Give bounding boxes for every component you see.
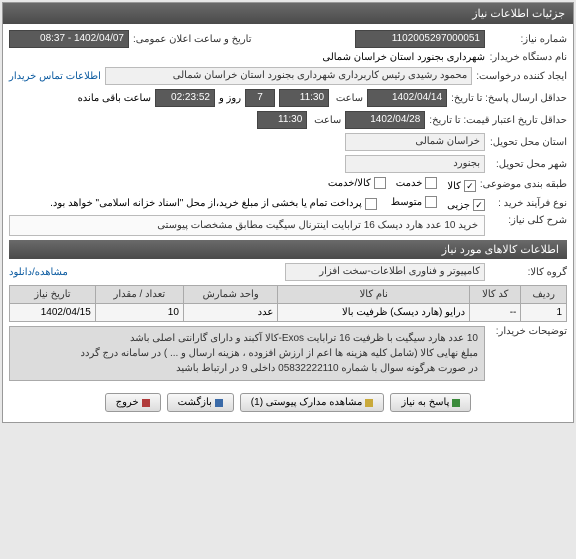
checkbox-icon xyxy=(425,177,437,189)
validity-time: 11:30 xyxy=(257,111,307,129)
checkbox-icon xyxy=(425,196,437,208)
partial-pay-check[interactable]: پرداخت تمام یا بخشی از مبلغ خرید،از محل … xyxy=(50,198,377,210)
remain-label: ساعت باقی مانده xyxy=(78,93,151,104)
plus-icon xyxy=(452,399,460,407)
form-body: شماره نیاز: 1102005297000051 تاریخ و ساع… xyxy=(3,24,573,422)
table-row[interactable]: 1--درایو (هارد دیسک) ظرفیت بالاعدد101402… xyxy=(10,304,567,322)
checkbox-label: جزیی xyxy=(447,200,470,211)
checkbox-label: کالا/خدمت xyxy=(328,178,371,189)
deadline-label: حداقل ارسال پاسخ: تا تاریخ: xyxy=(451,93,567,104)
contact-link[interactable]: اطلاعات تماس خریدار xyxy=(9,71,101,82)
need-no-label: شماره نیاز: xyxy=(489,34,567,45)
table-header-cell: نام کالا xyxy=(278,286,470,304)
category-group: ✓کالا خدمت کالا/خدمت xyxy=(318,177,476,192)
city-label: شهر محل تحویل: xyxy=(489,159,567,170)
checkbox-option[interactable]: کالا/خدمت xyxy=(328,177,386,189)
checkbox-label: کالا xyxy=(447,181,461,192)
subject-label: طبقه بندی موضوعی: xyxy=(480,179,567,190)
deadline-time: 11:30 xyxy=(279,89,329,107)
table-header-row: ردیفکد کالانام کالاواحد شمارشتعداد / مقد… xyxy=(10,286,567,304)
table-cell: 1402/04/15 xyxy=(10,304,96,322)
table-cell: 1 xyxy=(521,304,567,322)
checkbox-option[interactable]: ✓کالا xyxy=(447,180,476,192)
group-label: گروه کالا: xyxy=(489,267,567,278)
city-value: بجنورد xyxy=(345,155,485,173)
province-value: خراسان شمالی xyxy=(345,133,485,151)
requester-label: ایجاد کننده درخواست: xyxy=(476,71,567,82)
announce-label: تاریخ و ساعت اعلان عمومی: xyxy=(133,34,252,45)
checkbox-label: خدمت xyxy=(396,178,423,189)
back-button[interactable]: بازگشت xyxy=(167,393,234,412)
table-header-cell: کد کالا xyxy=(470,286,521,304)
announce-value: 1402/04/07 - 08:37 xyxy=(9,30,129,48)
deadline-date: 1402/04/14 xyxy=(367,89,447,107)
table-header-cell: تعداد / مقدار xyxy=(95,286,183,304)
download-link[interactable]: مشاهده/دانلود xyxy=(9,267,68,278)
table-cell: درایو (هارد دیسک) ظرفیت بالا xyxy=(278,304,470,322)
buyer-value: شهرداری بجنورد استان خراسان شمالی xyxy=(322,52,485,63)
desc-value: خرید 10 عدد هارد دیسک 16 ترابایت اینترنا… xyxy=(9,215,485,236)
checkbox-icon xyxy=(365,198,377,210)
checkbox-label: متوسط xyxy=(391,197,422,208)
exit-button[interactable]: خروج xyxy=(105,393,161,412)
attachment-icon xyxy=(365,399,373,407)
goods-section-title: اطلاعات کالاهای مورد نیاز xyxy=(9,240,567,259)
checkbox-option[interactable]: ✓جزیی xyxy=(447,199,485,211)
buyer-notes: 10 عدد هارد سیگیت با ظرفیت 16 ترابایت Ex… xyxy=(9,326,485,381)
table-body: 1--درایو (هارد دیسک) ظرفیت بالاعدد101402… xyxy=(10,304,567,322)
exit-icon xyxy=(142,399,150,407)
days-value: 7 xyxy=(245,89,275,107)
goods-table: ردیفکد کالانام کالاواحد شمارشتعداد / مقد… xyxy=(9,285,567,322)
table-header-cell: تاریخ نیاز xyxy=(10,286,96,304)
remain-value: 02:23:52 xyxy=(155,89,215,107)
table-cell: 10 xyxy=(95,304,183,322)
buyer-label: نام دستگاه خریدار: xyxy=(489,52,567,63)
dialog-window: جزئیات اطلاعات نیاز شماره نیاز: 11020052… xyxy=(2,2,574,423)
need-no-value: 1102005297000051 xyxy=(355,30,485,48)
attachments-button[interactable]: مشاهده مدارک پیوستی (1) xyxy=(240,393,385,412)
respond-button[interactable]: پاسخ به نیاز xyxy=(390,393,471,412)
process-label: نوع فرآیند خرید : xyxy=(489,198,567,209)
group-value: کامپیوتر و فناوری اطلاعات-سخت افزار xyxy=(285,263,485,281)
table-header-cell: ردیف xyxy=(521,286,567,304)
checkbox-icon: ✓ xyxy=(464,180,476,192)
desc-label: شرح کلی نیاز: xyxy=(489,215,567,236)
partial-pay-label: پرداخت تمام یا بخشی از مبلغ خرید،از محل … xyxy=(50,198,362,209)
checkbox-option[interactable]: خدمت xyxy=(396,177,438,189)
extra-label: توضیحات خریدار: xyxy=(489,326,567,337)
dialog-title: جزئیات اطلاعات نیاز xyxy=(472,8,565,20)
note-line: در صورت هرگونه سوال با شماره 05832222110… xyxy=(16,361,478,376)
note-line: 10 عدد هارد سیگیت با ظرفیت 16 ترابایت Ex… xyxy=(16,331,478,346)
back-icon xyxy=(215,399,223,407)
time-label-1: ساعت xyxy=(333,93,363,104)
checkbox-option[interactable]: متوسط xyxy=(391,196,437,208)
province-label: استان محل تحویل: xyxy=(489,137,567,148)
validity-label: حداقل تاریخ اعتبار قیمت: تا تاریخ: xyxy=(429,115,567,126)
validity-date: 1402/04/28 xyxy=(345,111,425,129)
requester-value: محمود رشیدی رئیس کاربرداری شهرداری بجنور… xyxy=(105,67,472,85)
note-line: مبلغ نهایی کالا (شامل کلیه هزینه ها اعم … xyxy=(16,346,478,361)
process-group: ✓جزیی متوسط xyxy=(381,196,485,211)
checkbox-icon: ✓ xyxy=(473,199,485,211)
dialog-title-bar: جزئیات اطلاعات نیاز xyxy=(3,3,573,24)
time-label-2: ساعت xyxy=(311,115,341,126)
table-header-cell: واحد شمارش xyxy=(183,286,277,304)
table-cell: -- xyxy=(470,304,521,322)
table-cell: عدد xyxy=(183,304,277,322)
checkbox-icon xyxy=(374,177,386,189)
days-label: روز و xyxy=(219,93,241,104)
button-bar: پاسخ به نیاز مشاهده مدارک پیوستی (1) باز… xyxy=(9,385,567,416)
